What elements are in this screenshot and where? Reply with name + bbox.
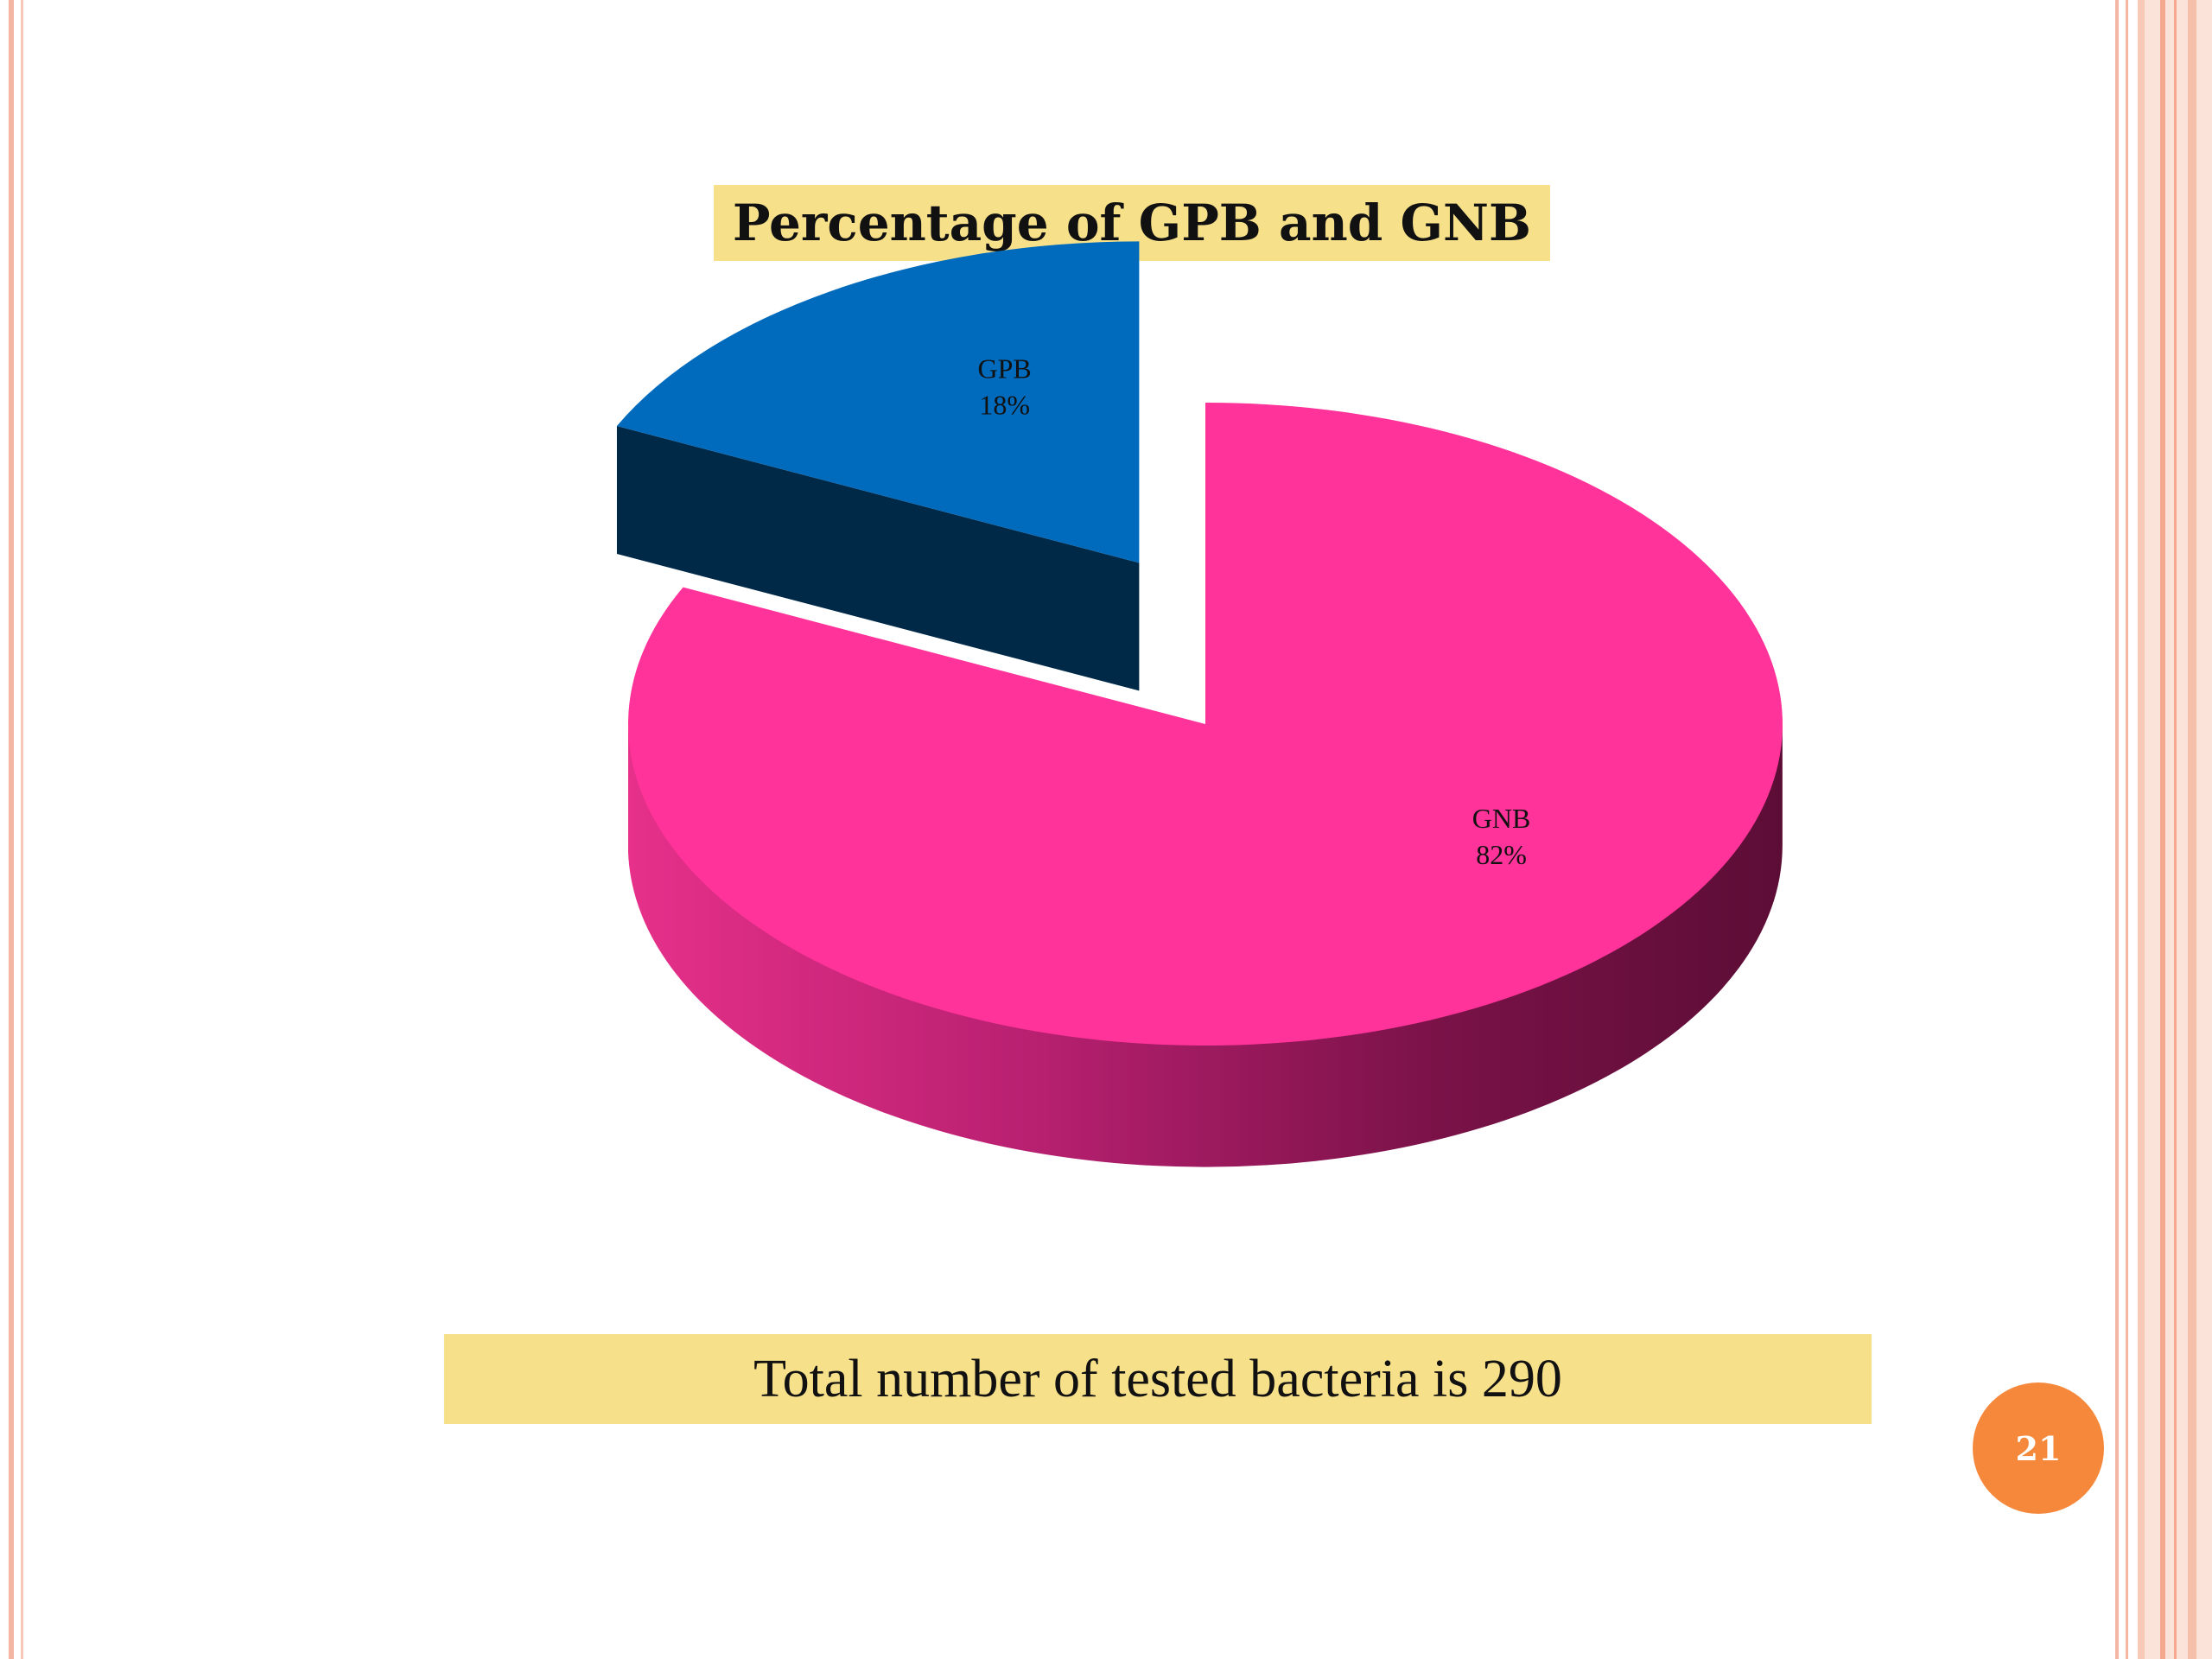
left-border-line: [9, 0, 14, 1659]
right-border-line: [2188, 0, 2196, 1659]
page-number: 21: [2015, 1428, 2062, 1468]
gpb-slice-wall-1: [616, 426, 1140, 691]
total-bacteria-note: Total number of tested bacteria is 290: [753, 1349, 1562, 1408]
right-border-line: [2138, 0, 2145, 1659]
right-border-line: [2115, 0, 2119, 1659]
gpb-slice: [616, 241, 1140, 563]
gnb-slice-side: [628, 717, 1783, 1167]
gpb-label-value: 18%: [979, 390, 1030, 421]
gpb-label-name: GPB: [978, 353, 1032, 385]
gnb-label-name: GNB: [1472, 803, 1531, 834]
right-border-line: [2126, 0, 2128, 1659]
right-border-line: [2174, 0, 2177, 1659]
gnb-slice: [627, 403, 1783, 1046]
right-border-line: [2160, 0, 2165, 1659]
note-box: Total number of tested bacteria is 290: [444, 1334, 1872, 1424]
page-number-badge: 21: [1973, 1382, 2104, 1514]
chart-title-box: Percentage of GPB and GNB: [714, 185, 1550, 261]
gnb-label-value: 82%: [1476, 839, 1527, 870]
left-border-line-thin: [21, 0, 23, 1659]
right-border-band: [2143, 0, 2212, 1659]
